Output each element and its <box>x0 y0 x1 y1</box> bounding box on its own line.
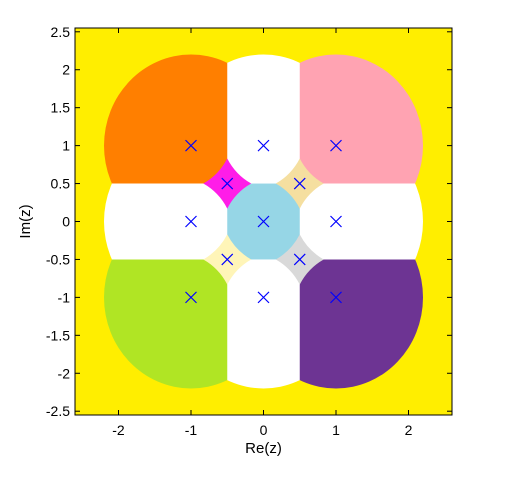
x-marker <box>330 291 342 304</box>
x-marker <box>293 177 306 190</box>
y-tick-label: 0.5 <box>51 176 71 192</box>
x-marker <box>185 139 197 152</box>
y-tick-label: -0.5 <box>46 251 70 267</box>
x-marker <box>257 291 270 304</box>
x-marker <box>185 215 197 228</box>
x-tick-label: 0 <box>260 422 268 438</box>
x-marker <box>185 291 197 304</box>
y-tick-label: -1 <box>58 289 71 305</box>
y-tick-label: -2.5 <box>46 403 70 419</box>
tick-layer: -2 -1 0 1 2 2.5 2 1.5 1 0.5 0 -0.5 -1 -1.5 -2 -2.5 <box>46 24 452 438</box>
y-tick-label: -1.5 <box>46 327 70 343</box>
region-upper-left <box>104 54 228 184</box>
x-tick-label: -1 <box>185 422 198 438</box>
y-tick-label: 2 <box>62 62 70 78</box>
x-tick-label: -2 <box>112 422 125 438</box>
x-axis-label: Re(z) <box>245 440 282 457</box>
x-marker <box>330 215 342 228</box>
x-marker <box>221 253 234 266</box>
x-marker <box>330 139 342 152</box>
region-upper-right <box>299 54 423 184</box>
x-marker <box>257 139 270 152</box>
y-tick-label: 2.5 <box>51 24 71 40</box>
y-tick-label: 0 <box>62 214 70 230</box>
y-tick-label: -2 <box>58 365 71 381</box>
x-marker <box>221 177 234 190</box>
x-marker <box>293 253 306 266</box>
x-tick-label: 1 <box>332 422 340 438</box>
y-tick-label: 1.5 <box>51 100 71 116</box>
y-axis-label: Im(z) <box>17 204 34 238</box>
region-lower-right <box>299 259 423 389</box>
region-lower-left <box>104 259 228 389</box>
x-marker <box>257 215 270 228</box>
x-tick-label: 2 <box>405 422 413 438</box>
marker-layer <box>185 139 342 304</box>
y-tick-label: 1 <box>62 138 70 154</box>
